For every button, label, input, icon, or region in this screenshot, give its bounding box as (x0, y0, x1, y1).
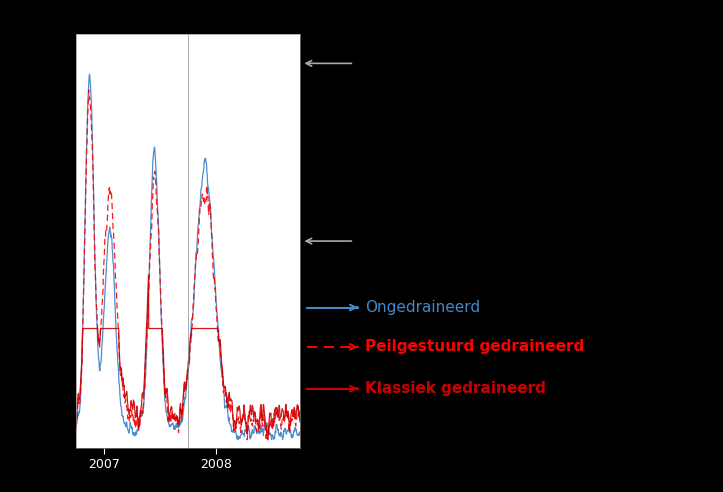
Text: Klassiek gedraineerd: Klassiek gedraineerd (365, 381, 546, 396)
Text: Peilgestuurd gedraineerd: Peilgestuurd gedraineerd (365, 339, 584, 354)
Text: Ongedraineerd: Ongedraineerd (365, 300, 480, 315)
